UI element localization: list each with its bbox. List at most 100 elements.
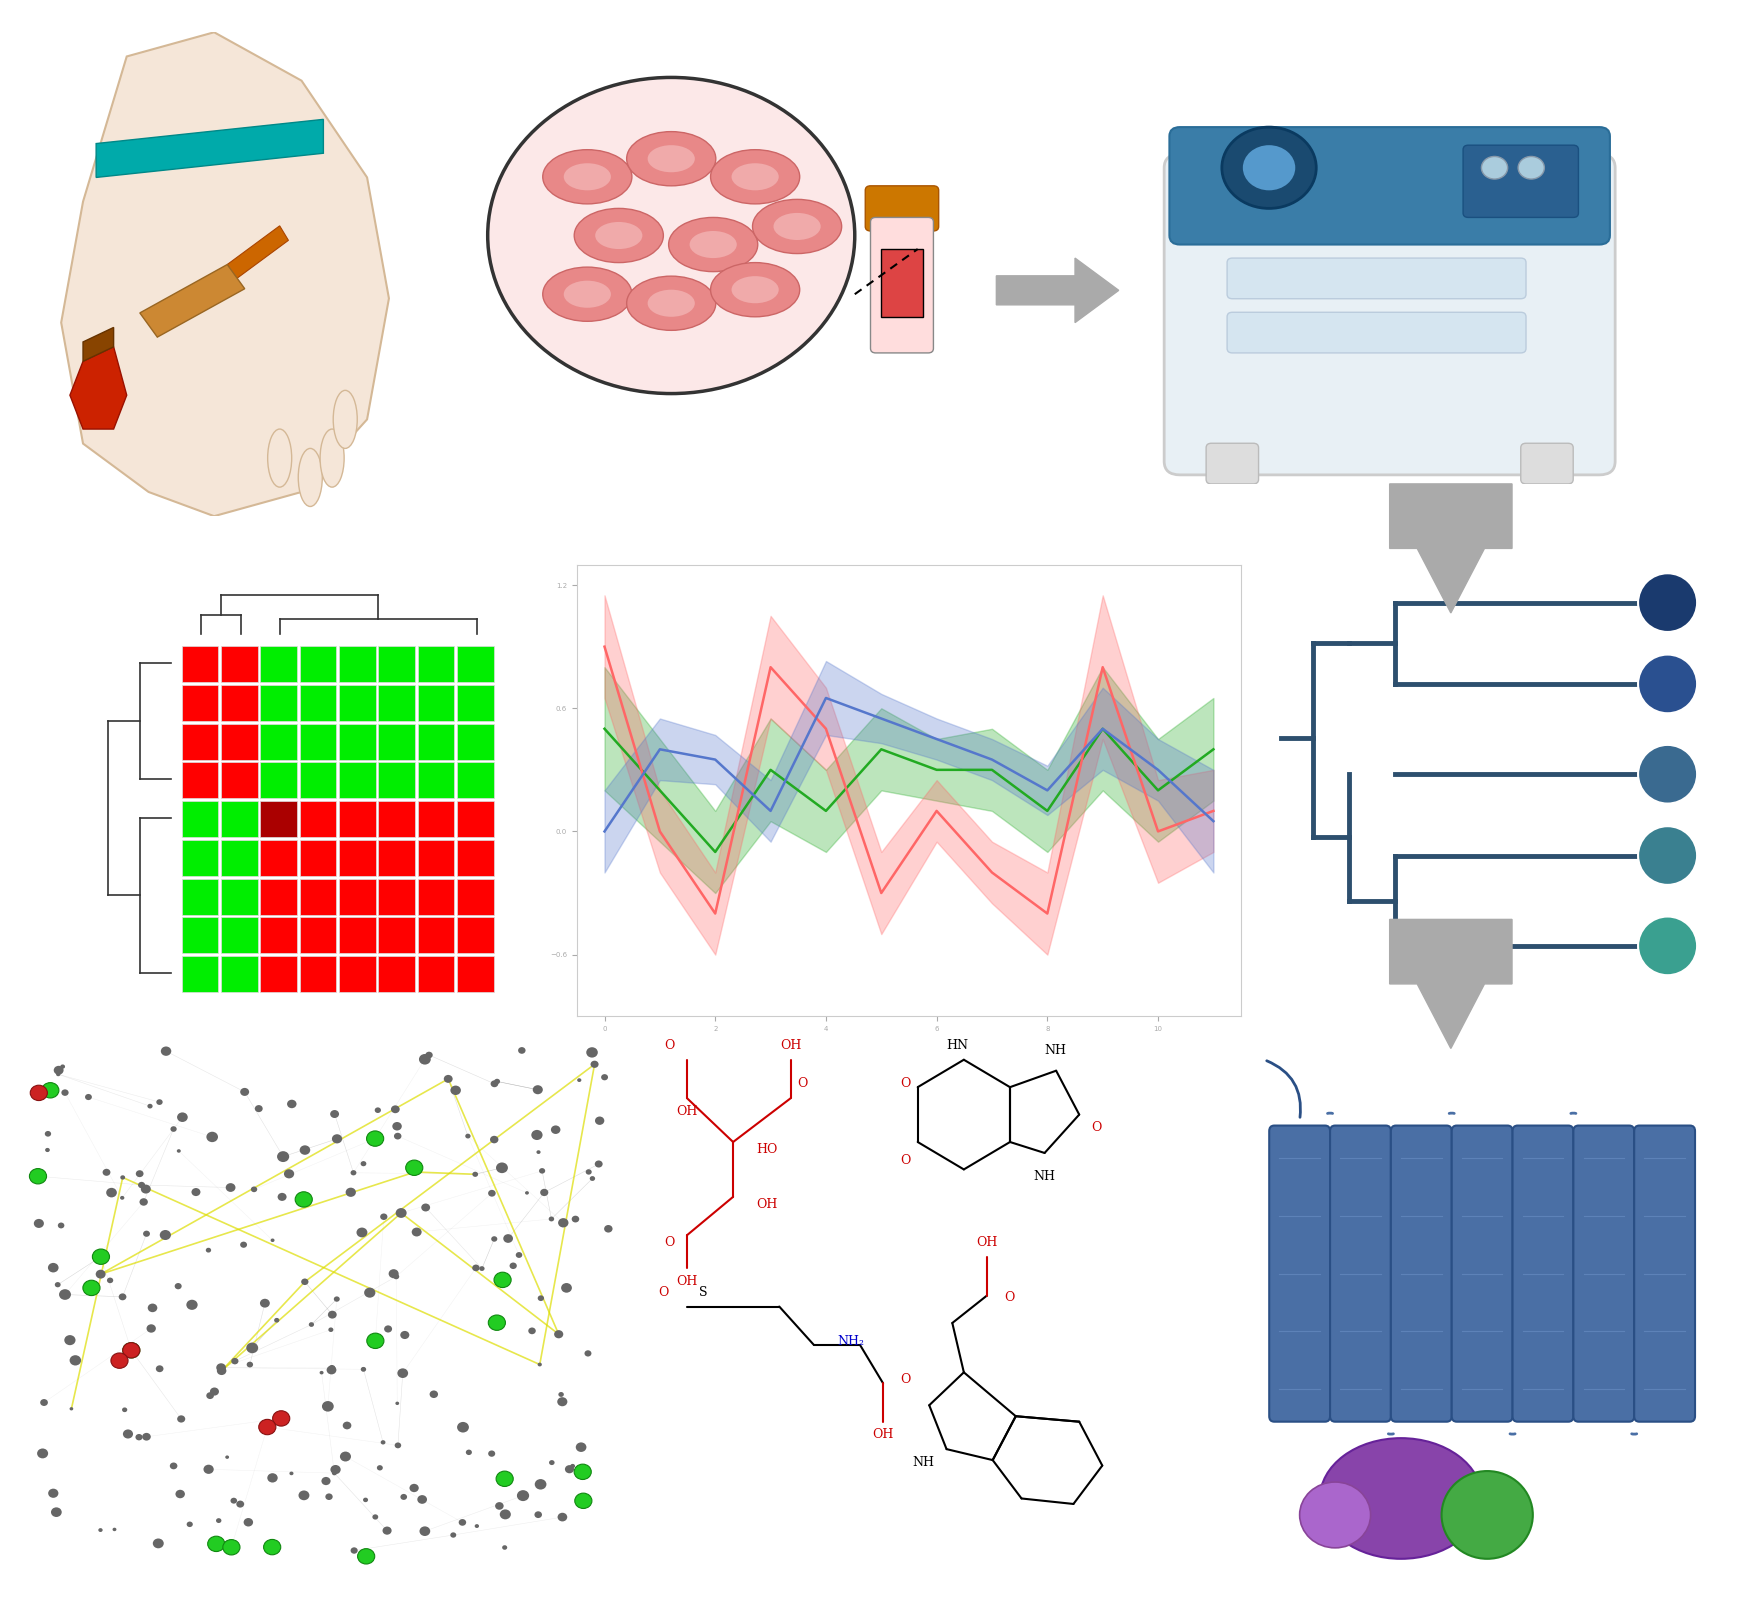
Ellipse shape xyxy=(1320,1439,1482,1558)
Circle shape xyxy=(586,1047,598,1058)
Bar xyxy=(301,918,336,953)
FancyBboxPatch shape xyxy=(1330,1126,1391,1421)
Circle shape xyxy=(271,1239,274,1242)
Circle shape xyxy=(236,1500,245,1508)
Circle shape xyxy=(421,1203,430,1211)
Bar xyxy=(378,802,414,837)
Circle shape xyxy=(42,1082,59,1098)
Bar xyxy=(339,647,376,682)
Circle shape xyxy=(206,1132,218,1142)
Circle shape xyxy=(136,1169,143,1177)
Bar xyxy=(260,686,297,721)
Bar xyxy=(301,957,336,992)
Ellipse shape xyxy=(731,276,780,303)
Circle shape xyxy=(295,1192,313,1207)
Circle shape xyxy=(142,1432,150,1440)
Circle shape xyxy=(351,1547,358,1553)
Circle shape xyxy=(208,1536,225,1552)
Circle shape xyxy=(217,1518,222,1523)
Circle shape xyxy=(49,1489,58,1498)
Circle shape xyxy=(138,1182,145,1189)
Circle shape xyxy=(451,1086,461,1095)
Circle shape xyxy=(357,1227,367,1237)
Circle shape xyxy=(383,1526,392,1534)
Bar xyxy=(182,802,218,837)
Circle shape xyxy=(246,1361,253,1368)
Circle shape xyxy=(413,1227,421,1237)
Circle shape xyxy=(147,1324,156,1332)
Circle shape xyxy=(475,1524,479,1528)
Circle shape xyxy=(54,1066,63,1074)
Bar xyxy=(458,918,493,953)
Circle shape xyxy=(278,1194,287,1202)
Circle shape xyxy=(264,1539,281,1555)
Circle shape xyxy=(274,1318,280,1323)
Bar xyxy=(458,840,493,876)
Circle shape xyxy=(540,1189,549,1197)
Circle shape xyxy=(1243,145,1295,190)
Text: OH: OH xyxy=(975,1236,998,1248)
Ellipse shape xyxy=(628,132,717,185)
Bar xyxy=(301,840,336,876)
Circle shape xyxy=(51,1508,61,1516)
Text: NH: NH xyxy=(912,1455,933,1468)
Bar xyxy=(301,724,336,760)
Circle shape xyxy=(538,1168,545,1174)
Circle shape xyxy=(206,1248,212,1253)
Bar xyxy=(418,879,454,915)
Bar xyxy=(182,918,218,953)
Bar xyxy=(418,647,454,682)
Circle shape xyxy=(119,1294,126,1300)
Circle shape xyxy=(397,1368,407,1378)
Bar xyxy=(260,918,297,953)
Bar xyxy=(378,957,414,992)
Circle shape xyxy=(98,1528,103,1532)
Circle shape xyxy=(472,1265,479,1271)
Polygon shape xyxy=(61,32,388,516)
Bar xyxy=(220,647,257,682)
Ellipse shape xyxy=(647,290,696,316)
FancyBboxPatch shape xyxy=(1451,1126,1512,1421)
Circle shape xyxy=(528,1327,537,1334)
Circle shape xyxy=(320,1371,323,1374)
Text: O: O xyxy=(797,1077,808,1090)
Circle shape xyxy=(517,1490,530,1502)
Ellipse shape xyxy=(774,213,822,240)
Circle shape xyxy=(54,1282,61,1287)
Circle shape xyxy=(1638,826,1697,886)
Circle shape xyxy=(177,1148,180,1153)
Text: S: S xyxy=(699,1286,706,1298)
Circle shape xyxy=(367,1131,385,1147)
Ellipse shape xyxy=(690,231,738,258)
Ellipse shape xyxy=(596,223,643,248)
Circle shape xyxy=(322,1478,330,1486)
Bar xyxy=(301,686,336,721)
Circle shape xyxy=(260,1298,269,1308)
Circle shape xyxy=(411,1169,420,1176)
Circle shape xyxy=(500,1277,505,1282)
FancyBboxPatch shape xyxy=(881,248,923,316)
Bar xyxy=(339,840,376,876)
Bar xyxy=(220,840,257,876)
Circle shape xyxy=(379,1213,388,1219)
Circle shape xyxy=(239,1087,250,1095)
Circle shape xyxy=(231,1498,238,1503)
Circle shape xyxy=(491,1081,498,1087)
Circle shape xyxy=(364,1497,369,1502)
Circle shape xyxy=(488,1450,495,1457)
Circle shape xyxy=(206,1392,213,1398)
Polygon shape xyxy=(140,265,245,337)
Bar xyxy=(182,957,218,992)
Circle shape xyxy=(395,1208,407,1218)
Circle shape xyxy=(360,1366,365,1371)
Bar xyxy=(458,686,493,721)
Bar xyxy=(458,879,493,915)
Circle shape xyxy=(107,1187,117,1197)
Circle shape xyxy=(287,1100,297,1108)
Ellipse shape xyxy=(669,218,759,271)
Circle shape xyxy=(537,1150,540,1153)
Circle shape xyxy=(489,1136,498,1144)
Circle shape xyxy=(502,1476,507,1481)
Circle shape xyxy=(175,1490,185,1498)
Bar xyxy=(260,957,297,992)
